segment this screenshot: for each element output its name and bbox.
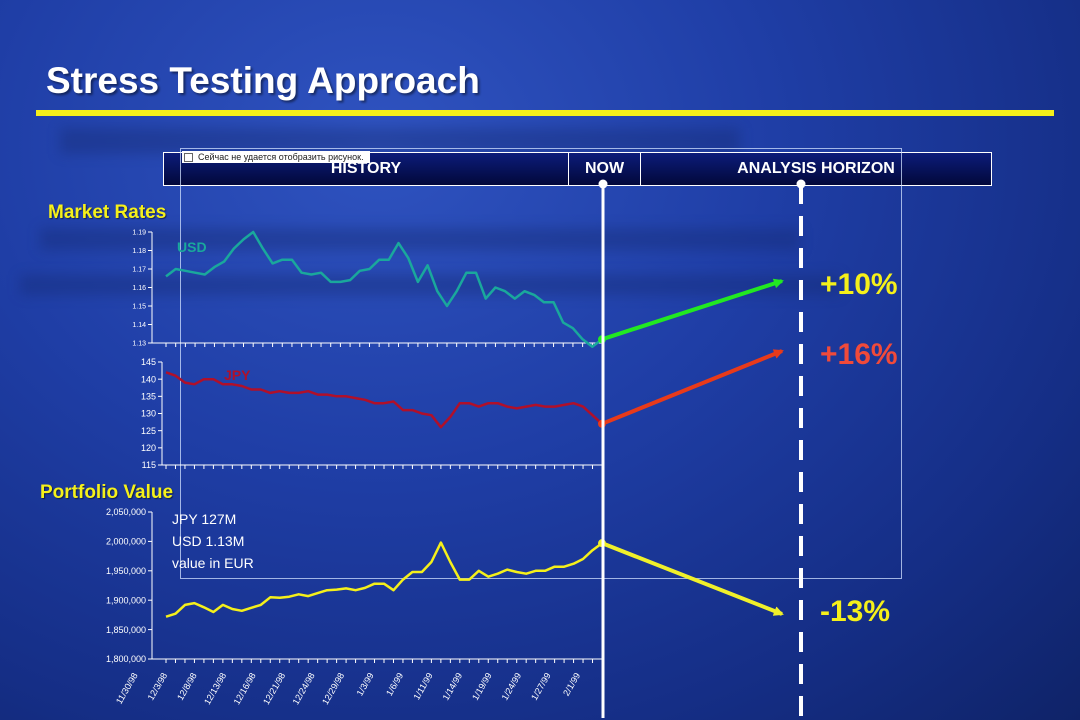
portfolio-y-tick-label: 1,800,000 xyxy=(106,654,146,664)
usd-series-line xyxy=(165,230,603,348)
portfolio-y-tick-label: 1,850,000 xyxy=(106,625,146,635)
usd-scenario-change: +10% xyxy=(820,268,898,301)
portfolio-scenario-arrow xyxy=(601,541,784,616)
jpy-y-tick-label: 135 xyxy=(141,391,156,401)
title-underline xyxy=(36,110,1054,116)
x-date-label: 12/3/98 xyxy=(146,671,170,702)
portfolio-y-tick-label: 1,900,000 xyxy=(106,595,146,605)
x-date-label: 12/8/98 xyxy=(175,671,199,702)
jpy-series-label: JPY xyxy=(224,367,251,383)
x-date-label: 12/16/98 xyxy=(232,671,258,706)
portfolio-series-line xyxy=(165,541,603,618)
x-date-label: 12/21/98 xyxy=(261,671,287,706)
background-band xyxy=(60,128,740,154)
timeline-analysis-horizon: ANALYSIS HORIZON xyxy=(737,160,895,177)
x-date-label: 1/11/99 xyxy=(411,671,434,701)
portfolio-value-panel: 1,800,000 1,850,000 1,900,000 1,950,000 2,00… xyxy=(106,507,603,706)
usd-y-tick-label: 1.18 xyxy=(132,248,146,255)
image-error-text: Сейчас не удается отобразить рисунок. xyxy=(198,152,364,162)
jpy-scenario-arrow xyxy=(601,349,784,426)
jpy-y-tick-label: 130 xyxy=(141,409,156,419)
now-marker-dot xyxy=(598,179,608,189)
jpy-y-tick-label: 140 xyxy=(141,374,156,384)
image-placeholder-frame xyxy=(180,148,902,579)
timeline-markers xyxy=(598,179,806,718)
portfolio-y-tick-label: 1,950,000 xyxy=(106,566,146,576)
market-rates-label: Market Rates xyxy=(48,202,167,223)
portfolio-annotation-line: JPY 127M xyxy=(172,511,236,527)
jpy-series-line xyxy=(165,371,603,429)
portfolio-scenario-change: -13% xyxy=(820,595,890,628)
usd-y-tick-label: 1.14 xyxy=(132,322,146,329)
x-date-label: 1/3/99 xyxy=(355,671,376,698)
x-date-label: 1/6/99 xyxy=(384,671,405,698)
portfolio-y-tick-label: 2,050,000 xyxy=(106,507,146,517)
portfolio-y-tick-label: 2,000,000 xyxy=(106,537,146,547)
x-date-label: 1/19/99 xyxy=(470,671,494,702)
usd-y-tick-label: 1.15 xyxy=(132,303,146,310)
jpy-y-tick-label: 115 xyxy=(142,460,156,470)
usd-y-tick-label: 1.13 xyxy=(132,340,146,347)
scenario-arrows: +10% +16% -13% xyxy=(598,268,898,628)
background-band xyxy=(20,275,840,295)
x-date-label: 1/14/99 xyxy=(441,671,465,702)
usd-y-tick-label: 1.19 xyxy=(132,229,146,236)
x-date-label: 11/30/98 xyxy=(114,671,140,706)
usd-scenario-arrow xyxy=(601,278,784,342)
usd-y-tick-label: 1.17 xyxy=(132,266,146,273)
horizon-marker-dot xyxy=(796,179,806,189)
image-error-notice: Сейчас не удается отобразить рисунок. xyxy=(182,151,370,163)
jpy-rate-panel: 115 120 125 130 135 140 145 JPY xyxy=(141,357,603,470)
portfolio-value-label: Portfolio Value xyxy=(40,482,174,503)
jpy-y-tick-label: 145 xyxy=(141,357,156,367)
timeline-now: NOW xyxy=(569,153,641,185)
x-date-label: 12/29/98 xyxy=(320,671,346,706)
x-date-label: 2/1/99 xyxy=(561,671,582,698)
usd-series-label: USD xyxy=(177,239,207,255)
usd-y-tick-label: 1.16 xyxy=(132,285,146,292)
x-date-label: 1/24/99 xyxy=(500,671,524,702)
timeline-history: HISTORY xyxy=(164,153,569,185)
x-date-label: 1/27/99 xyxy=(529,671,553,702)
broken-image-icon xyxy=(184,152,193,162)
portfolio-annotation-line: value in EUR xyxy=(172,555,254,571)
x-date-label: 12/13/98 xyxy=(202,671,228,706)
x-date-label: 12/24/98 xyxy=(291,671,317,706)
usd-rate-panel: 1.13 1.14 1.15 1.16 1.17 1.18 1.19 USD xyxy=(132,229,603,348)
jpy-scenario-change: +16% xyxy=(820,338,898,371)
page-title: Stress Testing Approach xyxy=(46,60,480,101)
jpy-y-tick-label: 120 xyxy=(141,443,156,453)
background-band xyxy=(40,228,800,250)
portfolio-annotation-line: USD 1.13M xyxy=(172,533,244,549)
jpy-y-tick-label: 125 xyxy=(141,426,156,436)
